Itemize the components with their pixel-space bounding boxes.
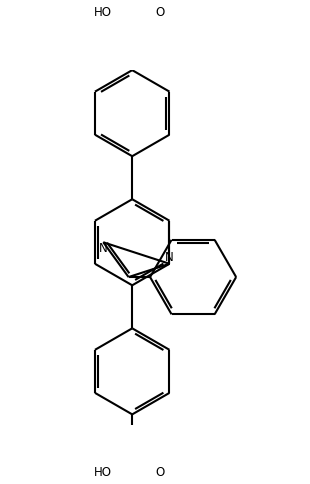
Text: O: O bbox=[155, 466, 164, 479]
Text: N: N bbox=[165, 251, 174, 264]
Text: HO: HO bbox=[94, 6, 112, 19]
Text: O: O bbox=[155, 6, 164, 19]
Text: N: N bbox=[99, 242, 108, 256]
Text: HO: HO bbox=[94, 466, 112, 479]
